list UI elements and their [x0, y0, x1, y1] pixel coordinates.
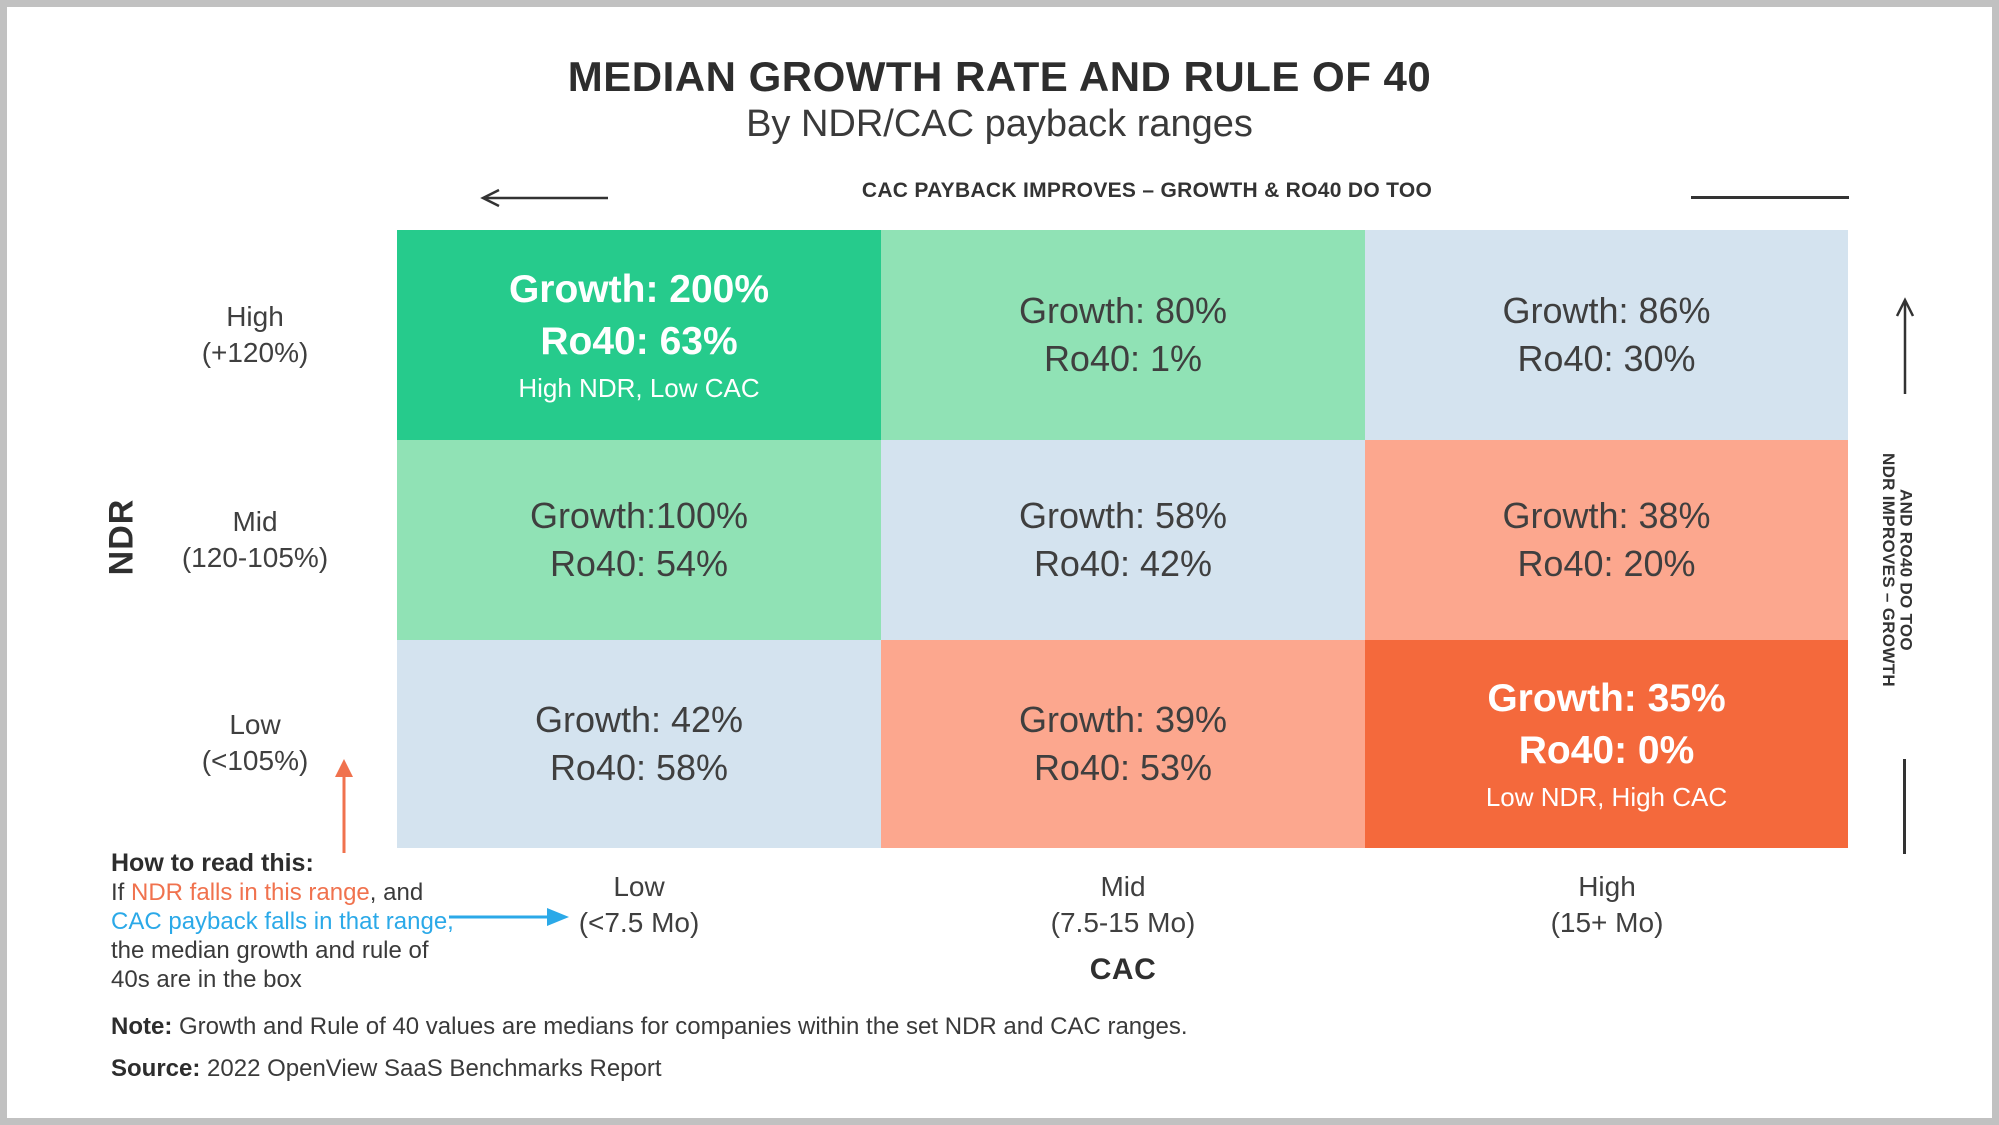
x-axis-title: CAC: [1089, 953, 1157, 986]
matrix-cell-high-ndr-high-cac: Growth: 86% Ro40: 30%: [1365, 230, 1848, 440]
matrix-cell-mid-ndr-mid-cac: Growth: 58% Ro40: 42%: [881, 440, 1365, 640]
cell-caption: High NDR, Low CAC: [518, 373, 760, 404]
matrix-grid: Growth: 200% Ro40: 63% High NDR, Low CAC…: [397, 230, 1848, 848]
col-label-mid: Mid (7.5-15 Mo): [1050, 871, 1196, 938]
how-to-line-2: CAC payback falls in that range,: [111, 907, 454, 936]
row-label-low: Low (<105%): [201, 709, 309, 776]
matrix-cell-low-ndr-low-cac: Growth: 42% Ro40: 58%: [397, 640, 881, 848]
note-text: Growth and Rule of 40 values are medians…: [172, 1013, 1188, 1040]
cell-ro40-value: Ro40: 30%: [1517, 338, 1696, 379]
page-title: MEDIAN GROWTH RATE AND RULE OF 40: [567, 53, 1432, 100]
cac-range-highlight: CAC payback falls in that range,: [111, 908, 454, 935]
how-to-line-3: the median growth and rule of: [111, 937, 429, 964]
source-line: Source: 2022 OpenView SaaS Benchmarks Re…: [111, 1055, 662, 1083]
source-text: 2022 OpenView SaaS Benchmarks Report: [200, 1055, 662, 1082]
cell-ro40-value: Ro40: 42%: [1033, 543, 1213, 584]
cell-ro40-value: Ro40: 0%: [1518, 728, 1695, 772]
matrix-cell-mid-ndr-low-cac: Growth:100% Ro40: 54%: [397, 440, 881, 640]
ndr-improves-arrow-tail-line: [1903, 759, 1906, 854]
cell-ro40-value: Ro40: 63%: [540, 319, 738, 363]
how-to-heading: How to read this:: [111, 849, 314, 877]
cell-growth-value: Growth: 86%: [1502, 290, 1711, 332]
cell-growth-value: Growth: 42%: [534, 699, 744, 741]
cac-improves-left-arrow-icon: [480, 188, 608, 208]
how-to-col-right-arrow-icon: [449, 908, 569, 926]
row-label-high: High (+120%): [201, 301, 309, 368]
cell-ro40-value: Ro40: 58%: [549, 747, 729, 788]
cell-growth-value: Growth: 200%: [508, 268, 770, 312]
top-axis-label: CAC PAYBACK IMPROVES – GROWTH & RO40 DO …: [861, 179, 1433, 202]
cell-ro40-value: Ro40: 53%: [1033, 747, 1213, 788]
matrix-cell-low-ndr-high-cac: Growth: 35% Ro40: 0% Low NDR, High CAC: [1365, 640, 1848, 848]
cell-caption: Low NDR, High CAC: [1485, 782, 1728, 813]
cell-growth-value: Growth: 58%: [1018, 495, 1228, 537]
matrix-cell-mid-ndr-high-cac: Growth: 38% Ro40: 20%: [1365, 440, 1848, 640]
col-label-high: High (15+ Mo): [1550, 871, 1664, 938]
how-to-read-block: How to read this: If NDR falls in this r…: [111, 849, 454, 994]
how-to-line-1: If NDR falls in this range, and: [111, 879, 424, 906]
ndr-improves-up-arrow-icon: [1895, 297, 1915, 394]
matrix-cell-high-ndr-low-cac: Growth: 200% Ro40: 63% High NDR, Low CAC: [397, 230, 881, 440]
col-label-low: Low (<7.5 Mo): [578, 871, 700, 938]
ndr-range-highlight: NDR falls in this range: [131, 879, 370, 906]
cac-improves-arrow-tail-line: [1691, 196, 1849, 199]
cell-ro40-value: Ro40: 20%: [1517, 543, 1696, 584]
cell-growth-value: Growth: 38%: [1502, 495, 1711, 537]
note-label: Note:: [111, 1013, 173, 1040]
how-to-line-4: 40s are in the box: [111, 966, 302, 993]
cell-ro40-value: Ro40: 1%: [1043, 338, 1203, 379]
cell-growth-value: Growth: 80%: [1018, 290, 1228, 332]
cell-growth-value: Growth:100%: [529, 495, 749, 537]
note-line: Note: Growth and Rule of 40 values are m…: [111, 1013, 1188, 1041]
cell-ro40-value: Ro40: 54%: [549, 543, 729, 584]
row-label-mid: Mid (120-105%): [181, 506, 329, 573]
matrix-cell-high-ndr-mid-cac: Growth: 80% Ro40: 1%: [881, 230, 1365, 440]
cell-growth-value: Growth: 35%: [1487, 677, 1726, 721]
page-subtitle: By NDR/CAC payback ranges: [746, 103, 1253, 145]
matrix-cell-low-ndr-mid-cac: Growth: 39% Ro40: 53%: [881, 640, 1365, 848]
right-axis-label: NDR IMPROVES – GROWTH AND RO40 DO TOO: [1878, 453, 1916, 687]
cell-growth-value: Growth: 39%: [1018, 699, 1228, 741]
source-label: Source:: [111, 1055, 201, 1082]
how-to-row-up-arrow-icon: [335, 759, 353, 853]
